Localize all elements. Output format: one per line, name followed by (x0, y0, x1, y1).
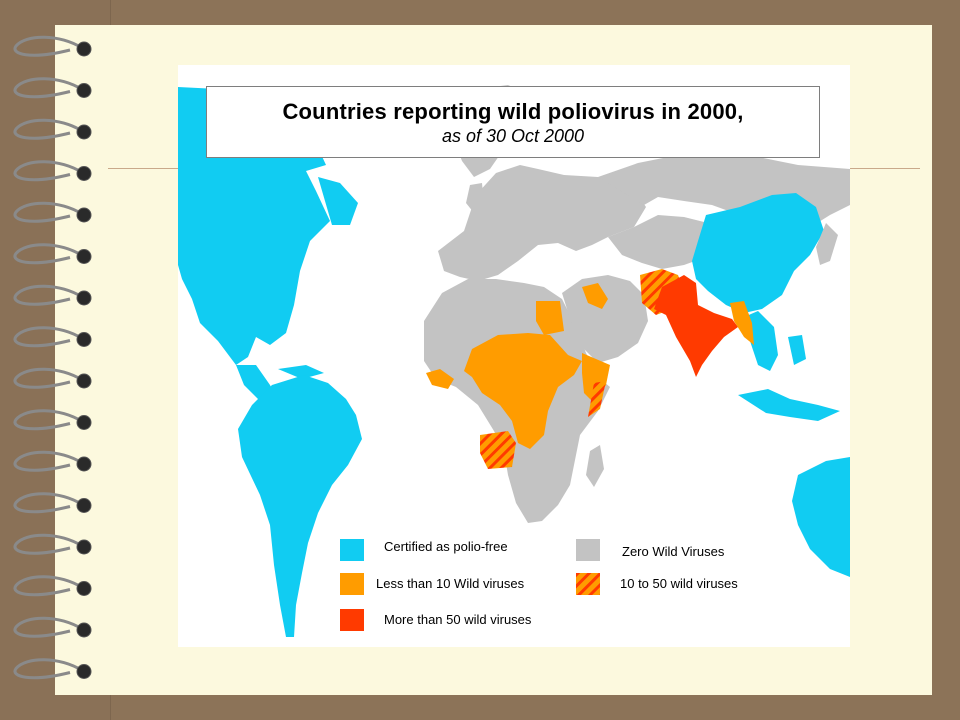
binding-hole (76, 249, 92, 264)
binding-hole (76, 373, 92, 389)
spiral-ring (13, 326, 83, 348)
region-iraq (582, 283, 608, 309)
region-europe (438, 165, 646, 281)
region-somalia (588, 381, 606, 417)
spiral-ring (13, 201, 83, 223)
region-australia (792, 457, 850, 577)
region-india (654, 275, 738, 377)
legend-swatch-more-than-50 (340, 609, 364, 631)
binding-hole (76, 166, 92, 181)
binding-hole (76, 290, 92, 306)
map-subtitle: as of 30 Oct 2000 (441, 126, 585, 146)
spiral-ring (13, 284, 83, 306)
spiral-ring (13, 492, 83, 514)
legend-label-more-than-50: More than 50 wild viruses (384, 612, 532, 627)
spiral-ring (13, 367, 83, 389)
region-egypt (536, 301, 564, 335)
region-southeast-asia (744, 311, 778, 371)
map-title: Countries reporting wild poliovirus in 2… (282, 99, 744, 124)
region-philippines (788, 335, 806, 365)
binding-hole (76, 539, 92, 555)
legend-label-polio-free: Certified as polio-free (384, 539, 508, 554)
region-uk (466, 183, 484, 213)
region-indonesia (738, 389, 840, 421)
legend-swatch-less-than-10 (340, 573, 364, 595)
binding-hole (76, 83, 92, 98)
legend-swatch-polio-free (340, 539, 364, 561)
binding-hole (76, 456, 92, 472)
spiral-ring (13, 575, 83, 597)
binding-hole (76, 41, 92, 57)
region-myanmar (730, 301, 754, 345)
legend-label-zero: Zero Wild Viruses (622, 544, 725, 559)
notebook-rule-left (108, 168, 178, 169)
region-horn-of-africa (582, 353, 610, 403)
region-central-asia (608, 215, 718, 269)
binding-hole (76, 664, 92, 679)
region-korea-japan (816, 223, 838, 265)
legend-swatch-zero (576, 539, 600, 561)
region-china (692, 193, 824, 313)
region-canada-east (318, 177, 358, 225)
spiral-ring (13, 450, 83, 472)
binding-hole (76, 207, 92, 223)
region-angola (480, 431, 516, 469)
region-south-america (238, 375, 362, 637)
spiral-ring (13, 77, 83, 99)
spiral-ring (13, 243, 83, 265)
legend-label-less-than-10: Less than 10 Wild viruses (376, 576, 525, 591)
region-madagascar (586, 445, 604, 487)
binding-hole (76, 124, 92, 140)
map-title-box: Countries reporting wild poliovirus in 2… (206, 86, 820, 158)
region-west-africa-coast (426, 369, 454, 389)
polio-world-map: Countries reporting wild poliovirus in 2… (178, 65, 850, 647)
binding-hole (76, 581, 92, 596)
notebook-rule-right (850, 168, 920, 169)
region-west-central-africa (464, 333, 582, 449)
spiral-ring (13, 35, 83, 57)
spiral-ring (13, 533, 83, 555)
spiral-ring (13, 118, 83, 140)
spiral-ring (13, 616, 83, 638)
region-caribbean (278, 365, 324, 379)
spiral-ring (13, 658, 83, 680)
binding-hole (76, 415, 92, 430)
binding-hole (76, 622, 92, 638)
spiral-binding (13, 35, 92, 680)
spiral-ring (13, 160, 83, 182)
legend-label-10-to-50: 10 to 50 wild viruses (620, 576, 738, 591)
region-middle-east (562, 275, 648, 363)
spiral-ring (13, 409, 83, 431)
binding-hole (76, 498, 92, 513)
binding-hole (76, 332, 92, 347)
legend-swatch-10-to-50 (576, 573, 600, 595)
